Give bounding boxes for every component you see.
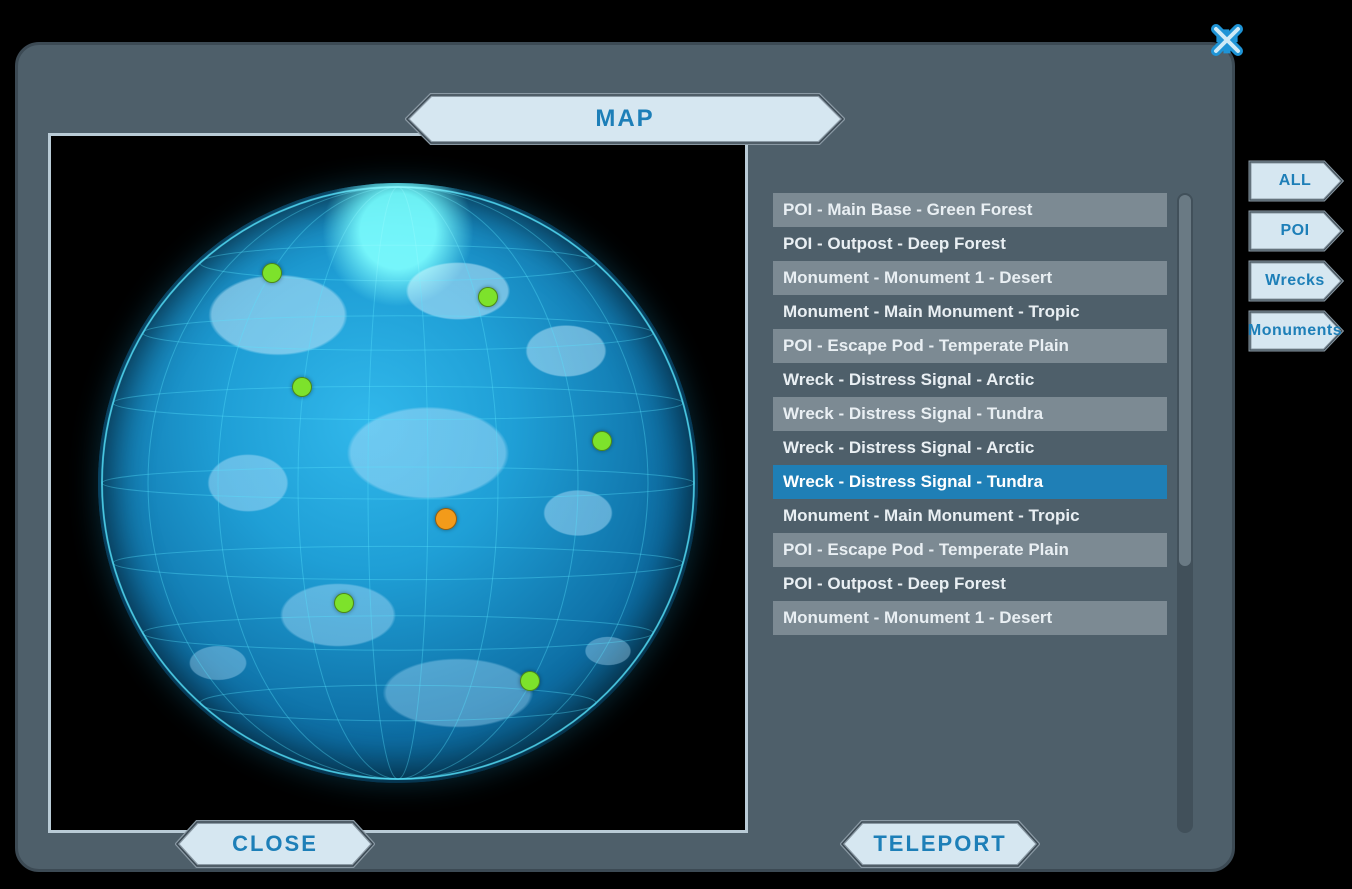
map-viewport[interactable] [48, 133, 748, 833]
map-marker[interactable] [262, 263, 282, 283]
filter-tab-monuments[interactable]: Monuments [1246, 310, 1344, 352]
location-list-item[interactable]: POI - Outpost - Deep Forest [773, 227, 1167, 261]
location-list-item[interactable]: Monument - Monument 1 - Desert [773, 601, 1167, 635]
location-list-item[interactable]: Monument - Main Monument - Tropic [773, 499, 1167, 533]
map-marker[interactable] [478, 287, 498, 307]
filter-tab-label: Wrecks [1246, 260, 1344, 302]
filter-tab-wrecks[interactable]: Wrecks [1246, 260, 1344, 302]
map-marker[interactable] [292, 377, 312, 397]
location-list-item[interactable]: Monument - Monument 1 - Desert [773, 261, 1167, 295]
map-marker[interactable] [435, 508, 457, 530]
close-icon-button[interactable] [1207, 20, 1247, 60]
panel-title: MAP [405, 93, 845, 145]
location-list-item[interactable]: Wreck - Distress Signal - Arctic [773, 431, 1167, 465]
location-list-item[interactable]: Monument - Main Monument - Tropic [773, 295, 1167, 329]
map-marker[interactable] [520, 671, 540, 691]
location-list-item[interactable]: POI - Main Base - Green Forest [773, 193, 1167, 227]
map-panel: MAP POI - Main Base - Green ForestPOI - … [15, 42, 1235, 872]
close-button-label: CLOSE [175, 820, 375, 868]
filter-tab-label: POI [1246, 210, 1344, 252]
location-list-item[interactable]: POI - Outpost - Deep Forest [773, 567, 1167, 601]
location-list-item[interactable]: POI - Escape Pod - Temperate Plain [773, 533, 1167, 567]
teleport-button[interactable]: TELEPORT [840, 820, 1040, 868]
close-button[interactable]: CLOSE [175, 820, 375, 868]
map-marker[interactable] [592, 431, 612, 451]
filter-tab-label: ALL [1246, 160, 1344, 202]
scrollbar-thumb[interactable] [1179, 195, 1191, 566]
list-scrollbar[interactable] [1177, 193, 1193, 833]
location-list-container: POI - Main Base - Green ForestPOI - Outp… [773, 193, 1193, 833]
map-marker[interactable] [334, 593, 354, 613]
filter-tabs: ALL POI Wrecks Monuments [1246, 160, 1344, 352]
teleport-button-label: TELEPORT [840, 820, 1040, 868]
location-list-item[interactable]: Wreck - Distress Signal - Tundra [773, 397, 1167, 431]
location-list: POI - Main Base - Green ForestPOI - Outp… [773, 193, 1177, 833]
filter-tab-all[interactable]: ALL [1246, 160, 1344, 202]
globe [98, 183, 698, 783]
location-list-item[interactable]: POI - Escape Pod - Temperate Plain [773, 329, 1167, 363]
filter-tab-label: Monuments [1246, 310, 1344, 352]
globe-markers [98, 183, 698, 783]
close-icon [1209, 22, 1245, 58]
panel-title-badge: MAP [405, 93, 845, 145]
location-list-item[interactable]: Wreck - Distress Signal - Tundra [773, 465, 1167, 499]
filter-tab-poi[interactable]: POI [1246, 210, 1344, 252]
location-list-item[interactable]: Wreck - Distress Signal - Arctic [773, 363, 1167, 397]
